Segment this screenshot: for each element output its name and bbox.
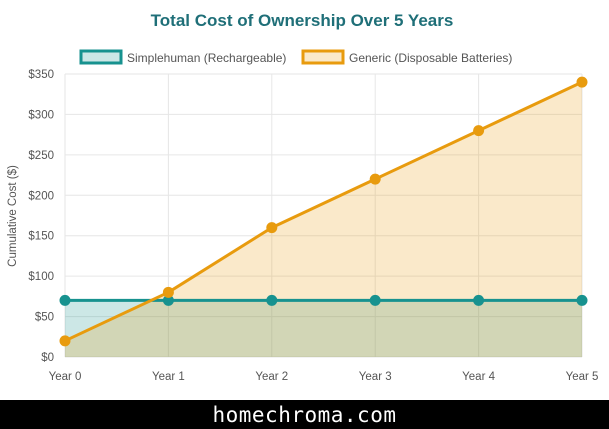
chart-area: Total Cost of Ownership Over 5 Years Sim… [7,11,599,383]
series-layer [59,76,588,357]
x-tick-label: Year 0 [49,371,82,383]
x-tick-label: Year 1 [152,371,185,383]
y-tick-label: $300 [28,109,54,121]
data-point-simplehuman[interactable] [369,294,381,306]
data-point-simplehuman[interactable] [266,294,278,306]
data-point-simplehuman[interactable] [162,294,174,306]
data-point-simplehuman[interactable] [576,294,588,306]
data-point-generic[interactable] [369,173,381,185]
y-tick-label: $350 [28,69,54,81]
data-point-simplehuman[interactable] [59,294,71,306]
grid [64,73,583,358]
legend-label-generic: Generic (Disposable Batteries) [349,51,512,65]
legend-swatch-generic [301,49,345,65]
x-tick-label: Year 3 [359,371,392,383]
legend: Simplehuman (Rechargeable) Generic (Disp… [79,49,512,65]
series-area-generic [65,82,582,357]
data-point-generic[interactable] [59,335,71,347]
legend-label-simplehuman: Simplehuman (Rechargeable) [127,51,286,65]
chart-title: Total Cost of Ownership Over 5 Years [151,11,454,30]
x-tick-label: Year 2 [255,371,288,383]
y-tick-label: $100 [28,271,54,283]
data-point-generic[interactable] [266,222,278,234]
y-axis-title: Cumulative Cost ($) [7,165,19,267]
y-axis-ticks: $0 $50 $100 $150 $200 $250 $300 $350 [28,69,54,364]
y-tick-label: $250 [28,150,54,162]
data-point-generic[interactable] [473,125,485,137]
y-tick-label: $0 [41,352,54,364]
y-tick-label: $150 [28,231,54,243]
legend-item-generic[interactable]: Generic (Disposable Batteries) [301,49,512,65]
line-chart: Total Cost of Ownership Over 5 Years Sim… [7,11,599,383]
legend-swatch-simplehuman [79,49,123,65]
data-point-generic[interactable] [576,76,588,88]
y-tick-label: $200 [28,190,54,202]
x-tick-label: Year 4 [462,371,495,383]
legend-item-simplehuman[interactable]: Simplehuman (Rechargeable) [79,49,286,65]
footer-text: homechroma.com [212,402,397,427]
series-line-generic [64,80,583,343]
data-point-simplehuman[interactable] [473,294,485,306]
x-tick-label: Year 5 [566,371,599,383]
x-axis-ticks: Year 0 Year 1 Year 2 Year 3 Year 4 Year 5 [49,371,599,383]
footer-brand: homechroma.com [0,400,609,429]
y-tick-label: $50 [35,312,54,324]
series-area-simplehuman [65,300,582,357]
data-point-generic[interactable] [162,286,174,298]
